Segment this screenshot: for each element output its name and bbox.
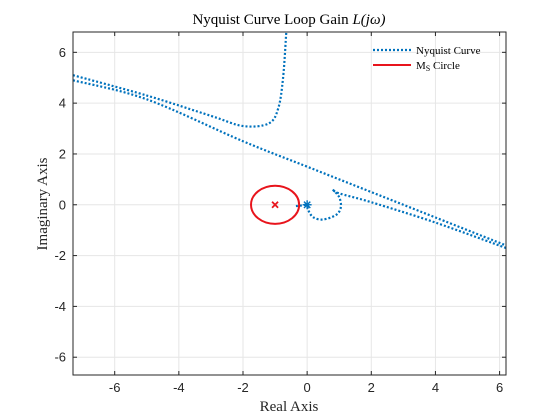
nyquist-curve-segment [306,188,343,221]
legend-label-ms-circle: MS Circle [416,60,460,73]
grid [73,32,506,375]
x-tick-label: -4 [173,380,185,395]
y-tick-label: -4 [54,299,66,314]
critical-point-marker [271,201,279,209]
tick-marks [73,32,506,375]
marker-stroke [271,201,279,209]
ms-circle [250,184,301,225]
plot-area [73,32,506,249]
x-tick-label: 2 [368,380,375,395]
x-tick-label: -6 [109,380,121,395]
nyquist-curve-segment [73,32,288,128]
y-tick-label: 6 [59,45,66,60]
origin-marker [302,200,312,210]
x-axis-label: Real Axis [260,399,319,415]
y-tick-label: 0 [59,197,66,212]
chart-title: Nyquist Curve Loop Gain L(jω) [192,12,385,28]
marker-stroke [303,201,311,209]
y-tick-label: 4 [59,96,66,111]
y-tick-label: -2 [54,248,66,263]
y-tick-label: 2 [59,146,66,161]
nyquist-curve-segment [73,79,506,247]
y-axis-label: Imaginary Axis [35,157,51,250]
y-tick-label: -6 [54,350,66,365]
legend: Nyquist Curve MS Circle [373,45,481,73]
x-tick-label: 6 [496,380,503,395]
nyquist-curve-segment [332,188,506,249]
legend-label-nyquist: Nyquist Curve [416,45,481,57]
x-tick-label: -2 [237,380,249,395]
axes-frame [72,31,507,376]
x-tick-label: 0 [304,380,311,395]
x-tick-label: 4 [432,380,439,395]
tick-labels: -6 -4 -2 0 2 4 6 -6 -4 -2 0 2 4 6 [54,45,503,395]
